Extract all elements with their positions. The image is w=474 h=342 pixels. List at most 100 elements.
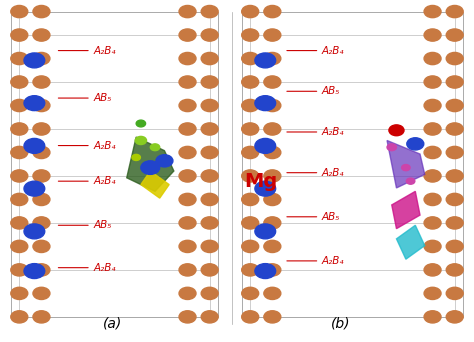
Circle shape: [264, 100, 281, 111]
Circle shape: [179, 100, 196, 111]
Text: (a): (a): [102, 316, 122, 330]
Circle shape: [242, 287, 259, 300]
Circle shape: [11, 5, 28, 18]
Circle shape: [33, 76, 50, 88]
Circle shape: [11, 52, 28, 65]
Circle shape: [406, 178, 415, 184]
Circle shape: [424, 311, 441, 323]
Circle shape: [242, 76, 259, 88]
Circle shape: [446, 52, 463, 65]
Circle shape: [424, 240, 441, 252]
Circle shape: [424, 52, 441, 65]
Text: A₂B₄: A₂B₄: [93, 263, 116, 273]
Circle shape: [179, 123, 196, 135]
Circle shape: [255, 53, 276, 68]
Circle shape: [33, 193, 50, 206]
Circle shape: [446, 123, 463, 135]
Circle shape: [264, 29, 281, 41]
Circle shape: [33, 52, 50, 65]
Circle shape: [264, 146, 281, 159]
Text: A₂B₄: A₂B₄: [322, 168, 344, 178]
Circle shape: [179, 217, 196, 229]
Text: AB₅: AB₅: [322, 212, 340, 222]
Circle shape: [446, 5, 463, 18]
Circle shape: [33, 311, 50, 323]
Circle shape: [424, 76, 441, 88]
Circle shape: [33, 170, 50, 182]
Circle shape: [242, 240, 259, 252]
Circle shape: [424, 123, 441, 135]
Circle shape: [201, 264, 218, 276]
Circle shape: [136, 120, 146, 127]
Circle shape: [242, 123, 259, 135]
Circle shape: [24, 224, 45, 239]
Circle shape: [24, 264, 45, 278]
Circle shape: [242, 100, 259, 111]
Circle shape: [132, 154, 140, 160]
Circle shape: [446, 100, 463, 111]
Bar: [242, 12, 463, 317]
Text: AB₅: AB₅: [322, 86, 340, 96]
Circle shape: [446, 311, 463, 323]
Circle shape: [401, 165, 410, 171]
Circle shape: [446, 287, 463, 300]
Text: Mg: Mg: [244, 172, 277, 191]
Circle shape: [11, 170, 28, 182]
Circle shape: [201, 311, 218, 323]
Circle shape: [424, 100, 441, 111]
Circle shape: [33, 240, 50, 252]
Circle shape: [201, 146, 218, 159]
Circle shape: [24, 139, 45, 153]
Circle shape: [424, 29, 441, 41]
Circle shape: [201, 240, 218, 252]
Circle shape: [446, 217, 463, 229]
Circle shape: [264, 52, 281, 65]
Circle shape: [242, 264, 259, 276]
Circle shape: [11, 287, 28, 300]
Polygon shape: [387, 141, 425, 188]
Text: AB₅: AB₅: [93, 220, 112, 230]
Circle shape: [24, 96, 45, 110]
Circle shape: [179, 76, 196, 88]
Text: A₂B₄: A₂B₄: [322, 45, 344, 56]
Text: AB₅: AB₅: [93, 93, 112, 103]
Circle shape: [407, 138, 424, 150]
Circle shape: [424, 287, 441, 300]
Circle shape: [150, 144, 160, 150]
Circle shape: [242, 146, 259, 159]
Circle shape: [242, 217, 259, 229]
Circle shape: [264, 123, 281, 135]
Circle shape: [264, 217, 281, 229]
Circle shape: [446, 264, 463, 276]
Circle shape: [255, 96, 276, 110]
Circle shape: [264, 240, 281, 252]
Circle shape: [201, 5, 218, 18]
Circle shape: [33, 287, 50, 300]
Circle shape: [11, 146, 28, 159]
Circle shape: [255, 139, 276, 153]
Circle shape: [424, 264, 441, 276]
Circle shape: [242, 193, 259, 206]
Circle shape: [11, 29, 28, 41]
Circle shape: [424, 170, 441, 182]
Circle shape: [11, 240, 28, 252]
Circle shape: [264, 170, 281, 182]
Text: A₂B₄: A₂B₄: [93, 176, 116, 186]
Circle shape: [255, 181, 276, 196]
Circle shape: [201, 287, 218, 300]
Circle shape: [201, 123, 218, 135]
Circle shape: [446, 146, 463, 159]
Circle shape: [264, 193, 281, 206]
Circle shape: [24, 53, 45, 68]
Text: A₂B₄: A₂B₄: [93, 141, 116, 150]
Circle shape: [11, 264, 28, 276]
Circle shape: [242, 29, 259, 41]
Circle shape: [11, 217, 28, 229]
Circle shape: [179, 240, 196, 252]
Text: (b): (b): [331, 316, 350, 330]
Circle shape: [179, 193, 196, 206]
Circle shape: [264, 311, 281, 323]
Circle shape: [264, 287, 281, 300]
Circle shape: [11, 123, 28, 135]
Circle shape: [156, 155, 173, 167]
